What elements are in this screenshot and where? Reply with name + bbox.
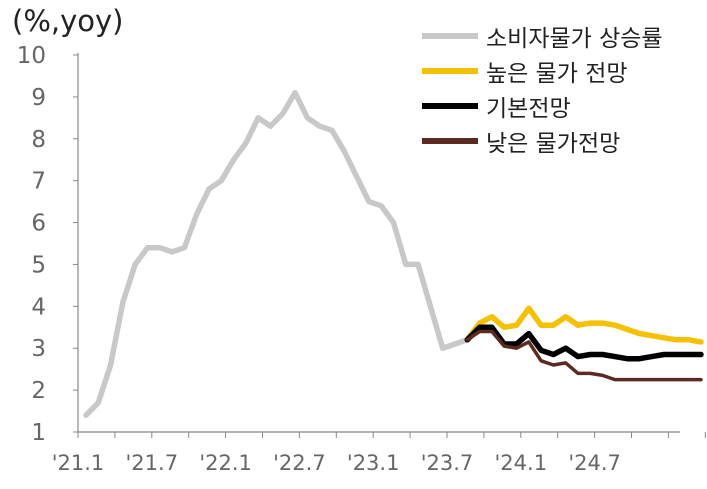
y-tick-label: 4: [31, 294, 46, 320]
y-axis: 1 2 3 4 5 6 7 8 9 10: [17, 43, 79, 446]
legend-swatch-cpi: [422, 32, 478, 39]
x-tick-label: '24.1: [495, 451, 548, 475]
y-tick-label: 1: [31, 420, 46, 446]
legend-swatch-base: [422, 102, 478, 109]
y-unit-label: (%,yoy): [12, 4, 124, 38]
x-tick-label: '22.7: [273, 451, 326, 475]
y-tick-label: 9: [31, 85, 46, 111]
legend-item-high: 높은 물가 전망: [422, 53, 663, 88]
y-tick-label: 7: [31, 169, 46, 195]
legend-label-base: 기본전망: [486, 95, 571, 122]
legend-swatch-low: [422, 137, 478, 144]
series-line-low: [465, 329, 703, 382]
x-tick-label: '23.1: [347, 451, 400, 475]
y-tick-label: 6: [31, 211, 46, 237]
y-tick-label: 10: [17, 43, 46, 69]
legend-item-cpi: 소비자물가 상승률: [422, 18, 663, 53]
series-lines: [83, 89, 704, 418]
legend-label-high: 높은 물가 전망: [486, 60, 628, 87]
y-tick-label: 5: [31, 252, 46, 278]
x-tick-label: '23.7: [421, 451, 474, 475]
series-line-high: [464, 305, 704, 345]
legend-item-low: 낮은 물가전망: [422, 123, 663, 158]
legend-item-base: 기본전망: [422, 88, 663, 123]
x-axis: '21.1 '21.7 '22.1 '22.7 '23.1 '23.7 '24.1 '24.7: [52, 431, 706, 475]
x-tick-label: '21.7: [126, 451, 179, 475]
y-tick-label: 2: [31, 378, 46, 404]
y-tick-label: 8: [31, 127, 46, 153]
series-line-cpi: [83, 89, 471, 418]
legend-swatch-high: [422, 67, 478, 74]
legend-label-low: 낮은 물가전망: [486, 130, 621, 157]
x-tick-label: '21.1: [52, 451, 105, 475]
x-tick-label: '22.1: [199, 451, 252, 475]
legend-label-cpi: 소비자물가 상승률: [486, 25, 663, 52]
y-tick-label: 3: [31, 336, 46, 362]
series-line-base: [464, 324, 704, 362]
legend: 소비자물가 상승률 높은 물가 전망 기본전망 낮은 물가전망: [422, 18, 663, 158]
x-tick-label: '24.7: [568, 451, 621, 475]
